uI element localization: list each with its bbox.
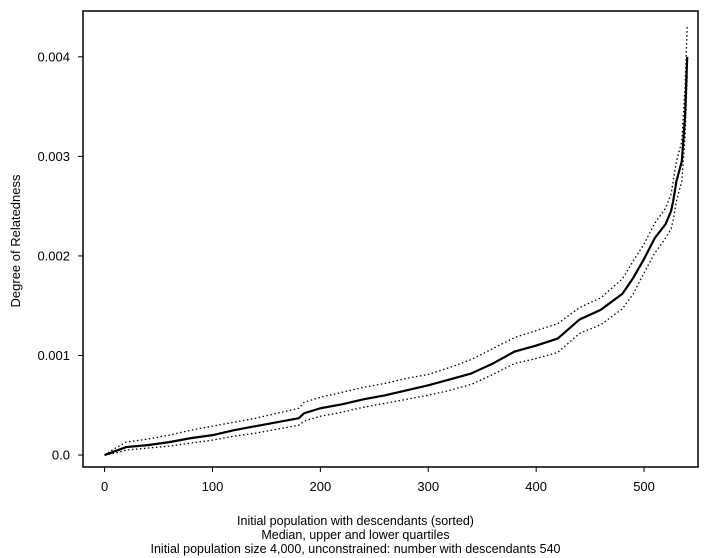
- x-tick-label: 0: [101, 479, 108, 494]
- y-tick-label: 0.003: [37, 149, 70, 164]
- x-tick-label: 400: [525, 479, 547, 494]
- x-tick-label: 300: [417, 479, 439, 494]
- y-tick-label: 0.004: [37, 49, 70, 64]
- x-tick-label: 100: [202, 479, 224, 494]
- caption-line-2: Initial population size 4,000, unconstra…: [150, 542, 561, 556]
- median-line: [104, 56, 689, 457]
- caption-line-1: Median, upper and lower quartiles: [261, 528, 450, 542]
- quartile-line: [104, 26, 688, 456]
- y-tick-label: 0.002: [37, 248, 70, 263]
- x-tick-label: 500: [633, 479, 655, 494]
- x-axis-label: Initial population with descendants (sor…: [237, 514, 474, 528]
- y-tick-label: 0.0: [52, 448, 70, 463]
- axis-ticks: 0 100 200 300 400 500 0.0 0.001 0.002 0.003 0.004: [37, 49, 654, 494]
- plot-frame: [82, 10, 699, 468]
- x-tick-label: 200: [310, 479, 332, 494]
- y-tick-label: 0.001: [37, 348, 70, 363]
- y-axis-label: Degree of Relatedness: [8, 174, 23, 307]
- quartile-line: [104, 76, 688, 456]
- series-lines: [104, 26, 689, 457]
